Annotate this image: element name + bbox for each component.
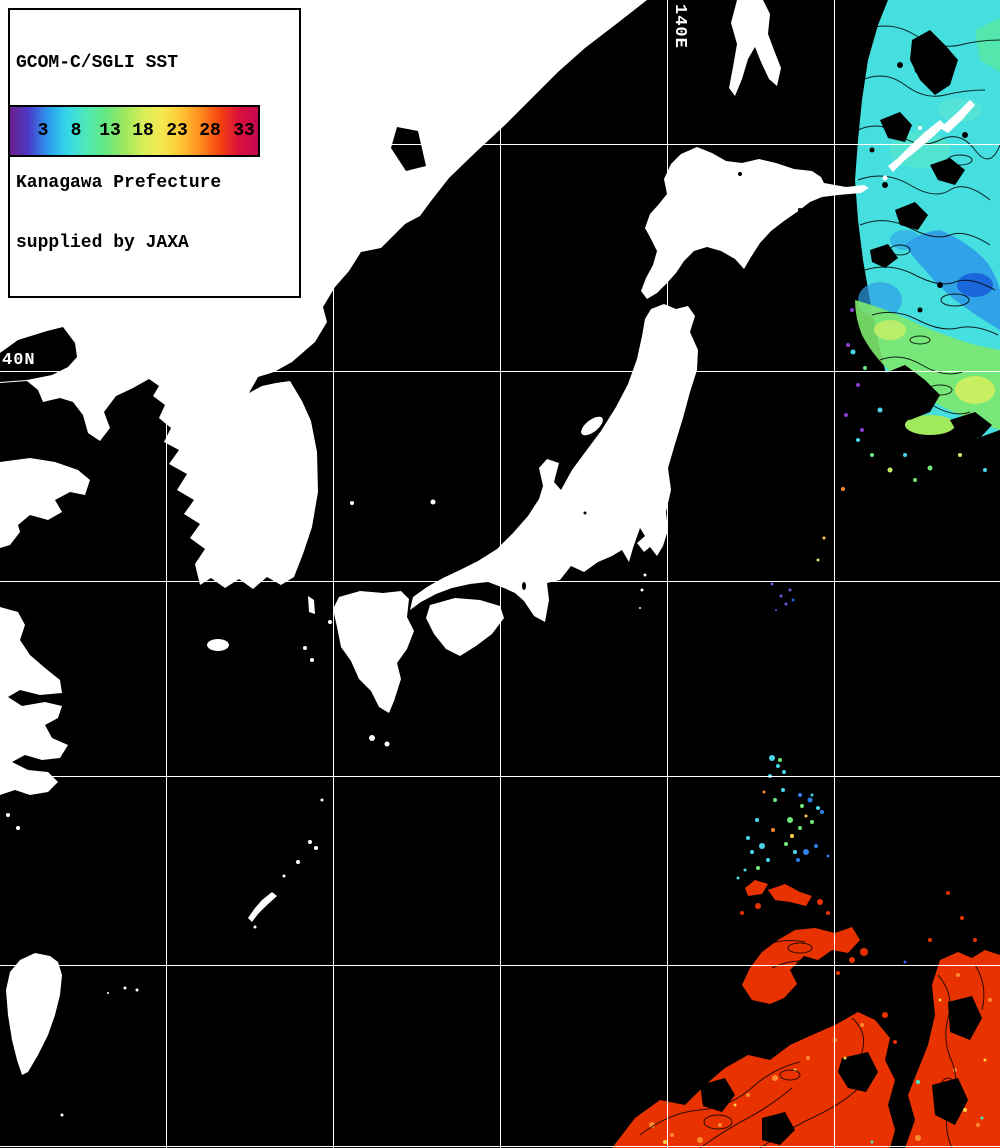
- colorbar-tick-5: 28: [199, 121, 221, 141]
- info-credit: supplied by JAXA: [16, 233, 189, 253]
- land-hokkaido: [641, 147, 869, 299]
- latitude-label: 40N: [2, 351, 36, 370]
- lake-khanka: [391, 127, 426, 171]
- sst-contours-south: [639, 940, 985, 1148]
- island-tsushima: [308, 596, 315, 614]
- south-sst-swath: [612, 880, 1000, 1148]
- colorbar-gradient: [10, 107, 258, 155]
- colorbar-tick-0: 3: [37, 121, 49, 141]
- swath-edge-pixels: [816, 308, 987, 562]
- island-oki: [430, 499, 436, 505]
- land-shikoku: [426, 598, 504, 656]
- land-kuril-islands: [882, 100, 975, 181]
- island-ulleungdo: [350, 501, 354, 505]
- colorbar-tick-6: 33: [233, 121, 255, 141]
- cloud-gaps-south: [700, 996, 982, 1145]
- island-sado: [581, 416, 603, 436]
- land-sakhalin: [729, 0, 781, 96]
- warm-patches: [612, 880, 1000, 1148]
- colorbar-tick-1: 8: [70, 121, 82, 141]
- scattered-sst-pixels: [736, 582, 830, 880]
- sst-contours-north: [857, 25, 1000, 415]
- colorbar-tick-3: 18: [132, 121, 154, 141]
- longitude-label: 140E: [670, 4, 689, 49]
- bay-40n: [0, 327, 77, 382]
- land-kyushu: [333, 591, 414, 713]
- colorbar: 3 8 13 18 23 28 33: [8, 105, 260, 157]
- land-china-coast: [0, 607, 68, 795]
- island-jeju: [207, 639, 229, 651]
- land-taiwan: [6, 953, 62, 1075]
- land-shandong: [0, 458, 90, 548]
- island-ryukyu-chain: [248, 798, 324, 929]
- info-product-title: GCOM-C/SGLI SST: [16, 53, 179, 73]
- colorbar-tick-2: 13: [99, 121, 121, 141]
- land-honshu: [410, 304, 698, 622]
- lake-group: [0, 127, 802, 590]
- island-izu-chain: [639, 573, 647, 609]
- info-region: Kanagawa Prefecture: [16, 173, 222, 193]
- colorbar-tick-4: 23: [166, 121, 188, 141]
